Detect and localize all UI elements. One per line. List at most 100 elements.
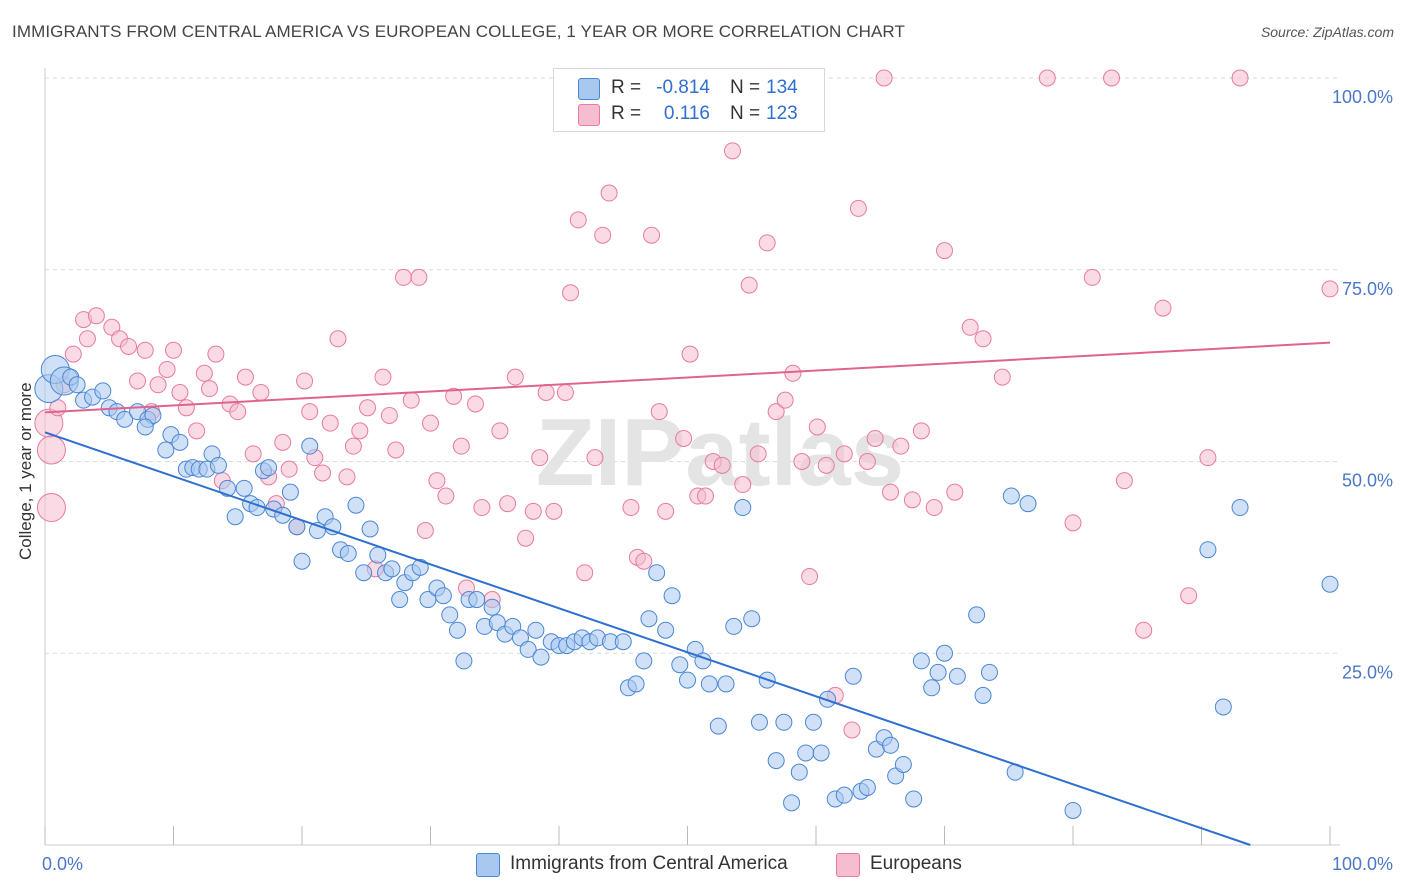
data-point: [68, 376, 86, 394]
bottom-legend-swatch-pink: [836, 853, 860, 877]
data-point: [882, 483, 900, 501]
data-point: [835, 786, 853, 804]
data-point: [663, 587, 681, 605]
data-point: [936, 242, 953, 260]
legend-n-label: N =: [730, 77, 761, 98]
data-point: [614, 633, 632, 651]
data-point: [519, 640, 537, 658]
data-point: [1321, 280, 1339, 298]
data-point: [713, 456, 731, 474]
bottom-legend-swatch-blue: [476, 853, 500, 877]
data-point: [586, 449, 604, 467]
data-point: [499, 495, 517, 513]
data-point: [1038, 69, 1056, 87]
data-point: [149, 376, 167, 394]
data-point: [974, 330, 992, 348]
data-point: [200, 380, 218, 398]
data-point: [344, 437, 362, 455]
data-point: [524, 502, 542, 520]
y-tick-label: 100.0%: [1332, 87, 1393, 107]
data-point: [157, 441, 175, 459]
data-point: [274, 433, 292, 451]
data-point: [749, 445, 767, 463]
data-point: [545, 502, 563, 520]
data-point: [717, 675, 735, 693]
data-point: [321, 414, 339, 432]
trend-lines: [44, 341, 1331, 846]
legend-swatch-blue: [578, 78, 600, 100]
data-point: [648, 564, 666, 582]
legend-r-value: 0.116: [663, 103, 710, 124]
legend-row-pink: R = 0.116 N = 123: [554, 101, 824, 127]
data-point: [948, 667, 966, 685]
data-point: [1064, 801, 1082, 819]
data-point: [784, 364, 802, 382]
data-point: [218, 479, 236, 497]
data-point: [734, 476, 752, 494]
data-point: [301, 403, 319, 421]
data-point: [171, 433, 189, 451]
data-point: [351, 422, 369, 440]
data-point: [866, 429, 884, 447]
data-point: [635, 652, 653, 670]
data-point: [207, 345, 225, 363]
data-point: [892, 437, 910, 455]
data-point: [923, 679, 941, 697]
data-point: [473, 499, 491, 517]
data-point: [946, 483, 964, 501]
data-point: [808, 418, 826, 436]
data-point: [94, 382, 112, 400]
data-point: [165, 341, 182, 359]
data-point: [445, 387, 463, 405]
data-point: [1019, 495, 1037, 513]
data-point: [1083, 268, 1101, 286]
data-point: [158, 360, 176, 378]
y-axis-label: College, 1 year or more: [16, 382, 35, 560]
chart-title: IMMIGRANTS FROM CENTRAL AMERICA VS EUROP…: [12, 22, 905, 41]
data-point: [416, 522, 434, 540]
gridlines: [45, 77, 1340, 654]
data-point: [374, 368, 392, 386]
data-point: [116, 410, 134, 428]
data-point: [466, 395, 484, 413]
data-point: [177, 399, 195, 417]
data-point: [843, 721, 861, 739]
data-point: [929, 663, 947, 681]
data-point: [905, 790, 923, 808]
data-point: [531, 449, 549, 467]
data-point: [1199, 449, 1217, 467]
data-point: [844, 667, 862, 685]
legend-row-blue: R = -0.814 N = 134: [554, 75, 824, 101]
data-point: [797, 744, 815, 762]
data-point: [650, 403, 668, 421]
data-point: [671, 656, 689, 674]
data-point: [912, 422, 930, 440]
data-point: [411, 558, 429, 576]
data-point: [36, 435, 66, 465]
data-point: [968, 606, 986, 624]
data-point: [643, 226, 661, 244]
source-label: Source: ZipAtlas.com: [1260, 24, 1394, 40]
data-point: [235, 479, 253, 497]
data-point: [296, 372, 314, 390]
data-point: [1103, 69, 1121, 87]
data-point: [640, 610, 658, 628]
x-tick-label: 100.0%: [1332, 854, 1393, 874]
legend-n-label: N =: [730, 103, 761, 124]
data-point: [87, 307, 105, 325]
data-point: [700, 675, 718, 693]
data-point: [347, 496, 365, 514]
data-point: [569, 211, 587, 229]
data-point: [274, 506, 292, 524]
data-point: [725, 617, 743, 635]
trend-line-europeans: [44, 341, 1331, 414]
data-point: [1231, 69, 1249, 87]
data-point: [723, 142, 741, 160]
data-point: [209, 456, 227, 474]
data-point: [244, 445, 262, 463]
data-point: [338, 468, 356, 486]
data-point: [226, 508, 244, 526]
data-point: [1135, 621, 1153, 639]
data-point: [260, 459, 278, 477]
data-point: [136, 418, 154, 436]
